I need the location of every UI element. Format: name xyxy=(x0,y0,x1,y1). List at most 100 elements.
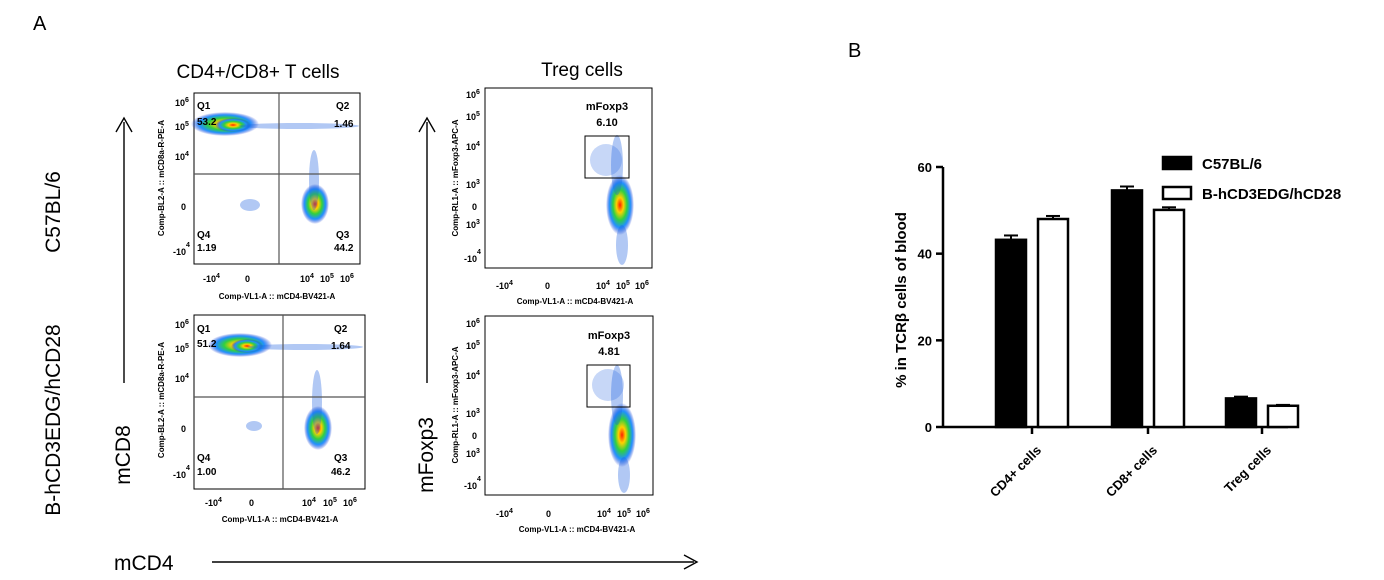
svg-text:105: 105 xyxy=(175,121,189,132)
y-axis-label: Comp-BL2-A :: mCD8a-R-PE-A xyxy=(157,120,166,236)
q3-value: 44.2 xyxy=(334,243,354,254)
q2-value: 1.64 xyxy=(331,341,351,352)
svg-text:-104: -104 xyxy=(464,476,481,491)
flow-plot-cd8-humanized: Q1 51.2 Q2 1.64 Q3 46.2 Q4 1.00 Comp-BL2… xyxy=(157,314,366,524)
gate-name: mFoxp3 xyxy=(586,101,628,113)
x-axis-label: Comp-VL1-A :: mCD4-BV421-A xyxy=(519,525,636,534)
svg-text:-104: -104 xyxy=(464,249,481,264)
row2-label: B-hCD3EDG/hCD28 xyxy=(42,324,65,515)
y-tick-labels: 106 105 104 103 0 103 -104 xyxy=(464,318,481,491)
x-tick-labels: -104 0 104 105 106 xyxy=(496,508,650,519)
svg-text:104: 104 xyxy=(300,273,314,284)
density-population xyxy=(208,333,363,450)
svg-text:105: 105 xyxy=(175,343,189,354)
density-population xyxy=(191,112,359,224)
q4-label: Q4 xyxy=(197,453,211,464)
x-tick-labels: -104 0 104 105 106 xyxy=(205,497,357,508)
flow-plot-cd8-c57: Q1 53.2 Q2 1.46 Q3 44.2 Q4 1.19 Comp-BL2… xyxy=(157,92,361,301)
gate-name: mFoxp3 xyxy=(588,330,630,342)
bar-0-1 xyxy=(1036,217,1070,429)
svg-text:105: 105 xyxy=(617,508,631,519)
x-tick-labels: -104 0 104 105 106 xyxy=(496,280,649,291)
flow-plot-treg-humanized: mFoxp3 4.81 Comp-RL1-A :: mFoxp3-APC-A C… xyxy=(451,315,654,534)
bar-0-0 xyxy=(994,238,1028,429)
legend-label: B-hCD3EDG/hCD28 xyxy=(1202,186,1341,203)
q1-label: Q1 xyxy=(197,101,211,112)
y-tick-label: 40 xyxy=(918,247,932,262)
q1-value: 53.2 xyxy=(197,117,217,128)
q2-value: 1.46 xyxy=(334,119,354,130)
foxp3-gate xyxy=(586,364,631,408)
gate-value: 4.81 xyxy=(598,346,619,358)
svg-text:106: 106 xyxy=(635,280,649,291)
y-marker-foxp3: mFoxp3 xyxy=(415,417,438,493)
svg-text:105: 105 xyxy=(616,280,630,291)
svg-text:106: 106 xyxy=(636,508,650,519)
bar-chart-ylabel: % in TCRβ cells of blood xyxy=(893,212,910,388)
q4-value: 1.19 xyxy=(197,243,217,254)
panel-b-letter: B xyxy=(848,40,861,62)
svg-text:-104: -104 xyxy=(173,465,190,480)
svg-text:106: 106 xyxy=(175,319,189,330)
cd4-arrow-head xyxy=(683,554,699,570)
y-tick-labels: 106 105 104 0 -104 xyxy=(173,97,190,257)
svg-text:-104: -104 xyxy=(496,280,513,291)
x-axis-label: Comp-VL1-A :: mCD4-BV421-A xyxy=(222,515,339,524)
svg-text:105: 105 xyxy=(466,111,480,122)
x-marker-cd4: mCD4 xyxy=(114,552,174,575)
bar-1-0 xyxy=(1110,189,1144,429)
q4-label: Q4 xyxy=(197,230,211,241)
svg-text:105: 105 xyxy=(323,497,337,508)
bar-2-0 xyxy=(1224,397,1258,429)
density-population xyxy=(590,135,634,265)
svg-text:0: 0 xyxy=(545,281,550,291)
y-tick-label: 20 xyxy=(918,333,932,348)
svg-text:104: 104 xyxy=(466,141,480,152)
svg-text:0: 0 xyxy=(181,202,186,212)
y-axis-label: Comp-BL2-A :: mCD8a-R-PE-A xyxy=(157,342,166,458)
svg-text:0: 0 xyxy=(181,424,186,434)
q3-label: Q3 xyxy=(334,453,348,464)
svg-text:106: 106 xyxy=(340,273,354,284)
svg-text:104: 104 xyxy=(175,151,189,162)
svg-text:105: 105 xyxy=(320,273,334,284)
foxp3-arrow-head xyxy=(418,116,436,133)
svg-text:0: 0 xyxy=(546,509,551,519)
col1-title: CD4+/CD8+ T cells xyxy=(177,62,340,83)
svg-text:-104: -104 xyxy=(205,497,222,508)
y-tick-labels: 106 105 104 103 0 103 -104 xyxy=(464,89,481,264)
svg-text:103: 103 xyxy=(466,408,480,419)
bar-2-1 xyxy=(1266,404,1300,429)
svg-text:106: 106 xyxy=(466,318,480,329)
x-axis-label: Comp-VL1-A :: mCD4-BV421-A xyxy=(517,297,634,306)
x-tick-labels: -104 0 104 105 106 xyxy=(203,273,354,284)
svg-text:0: 0 xyxy=(472,431,477,441)
flow-plot-treg-c57: mFoxp3 6.10 Comp-RL1-A :: mFoxp3-APC-A C… xyxy=(451,87,653,306)
panel-a-letter: A xyxy=(33,13,47,35)
svg-text:104: 104 xyxy=(596,280,610,291)
svg-text:-104: -104 xyxy=(496,508,513,519)
svg-text:103: 103 xyxy=(466,219,480,230)
q3-label: Q3 xyxy=(336,230,350,241)
svg-text:0: 0 xyxy=(472,202,477,212)
y-marker-cd8: mCD8 xyxy=(112,425,135,485)
foxp3-gate xyxy=(584,135,630,179)
svg-text:103: 103 xyxy=(466,448,480,459)
q2-label: Q2 xyxy=(334,324,348,335)
svg-text:103: 103 xyxy=(466,179,480,190)
svg-text:0: 0 xyxy=(245,274,250,284)
bar-1-1 xyxy=(1152,208,1186,429)
q1-label: Q1 xyxy=(197,324,211,335)
gate-value: 6.10 xyxy=(596,117,617,129)
svg-text:-104: -104 xyxy=(173,242,190,257)
svg-text:104: 104 xyxy=(597,508,611,519)
legend-swatch xyxy=(1161,185,1193,201)
svg-text:104: 104 xyxy=(466,370,480,381)
bar-chart: 0 20 40 60 CD4+ cells CD8+ cells Treg cells C57… xyxy=(918,155,1341,500)
svg-text:106: 106 xyxy=(175,97,189,108)
svg-text:106: 106 xyxy=(343,497,357,508)
q3-value: 46.2 xyxy=(331,467,351,478)
svg-text:0: 0 xyxy=(249,498,254,508)
cd8-arrow-head xyxy=(115,116,133,133)
